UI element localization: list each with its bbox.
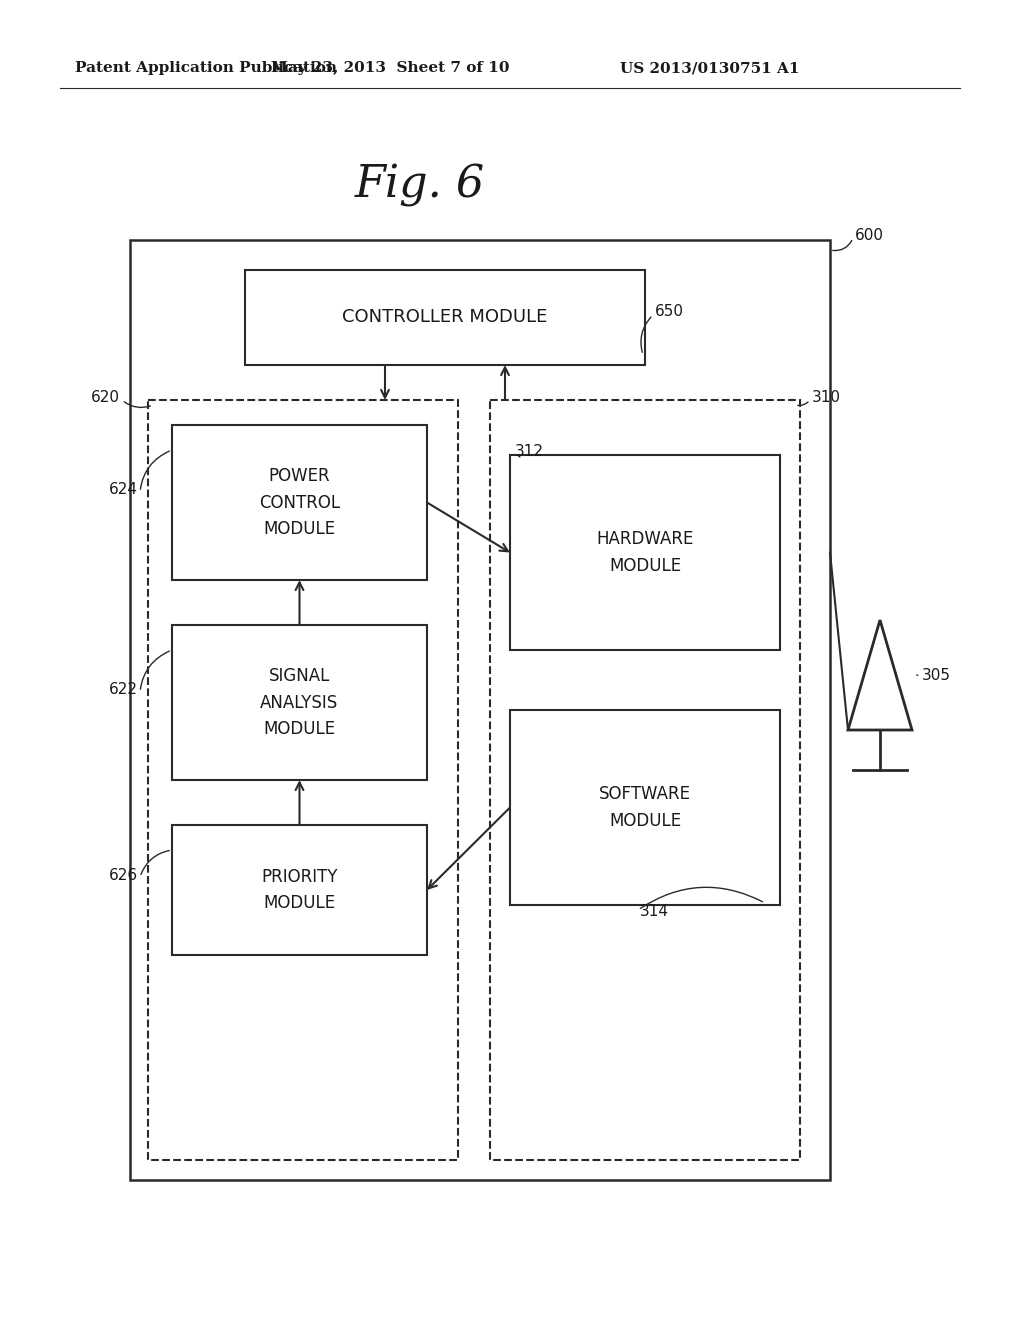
Bar bbox=[490, 400, 800, 1160]
Text: US 2013/0130751 A1: US 2013/0130751 A1 bbox=[620, 61, 800, 75]
Text: 600: 600 bbox=[855, 227, 884, 243]
Text: 650: 650 bbox=[655, 305, 684, 319]
Text: PRIORITY
MODULE: PRIORITY MODULE bbox=[261, 867, 338, 912]
Bar bbox=[172, 425, 427, 579]
Text: HARDWARE
MODULE: HARDWARE MODULE bbox=[596, 531, 693, 574]
Bar bbox=[130, 240, 830, 1180]
Text: SIGNAL
ANALYSIS
MODULE: SIGNAL ANALYSIS MODULE bbox=[260, 667, 339, 738]
Text: 622: 622 bbox=[109, 682, 138, 697]
Bar bbox=[172, 825, 427, 954]
Bar bbox=[510, 710, 780, 906]
Text: CONTROLLER MODULE: CONTROLLER MODULE bbox=[342, 309, 548, 326]
Text: SOFTWARE
MODULE: SOFTWARE MODULE bbox=[599, 785, 691, 830]
Text: POWER
CONTROL
MODULE: POWER CONTROL MODULE bbox=[259, 467, 340, 539]
Bar bbox=[510, 455, 780, 649]
Text: May 23, 2013  Sheet 7 of 10: May 23, 2013 Sheet 7 of 10 bbox=[270, 61, 509, 75]
Text: Fig. 6: Fig. 6 bbox=[355, 164, 485, 207]
Text: 314: 314 bbox=[640, 904, 669, 920]
Text: 626: 626 bbox=[109, 867, 138, 883]
Bar bbox=[148, 400, 458, 1160]
Text: 310: 310 bbox=[812, 391, 841, 405]
Text: 312: 312 bbox=[515, 445, 544, 459]
Bar bbox=[245, 271, 645, 366]
Text: 624: 624 bbox=[109, 483, 138, 498]
Text: 620: 620 bbox=[91, 391, 120, 405]
Text: Patent Application Publication: Patent Application Publication bbox=[75, 61, 337, 75]
Text: 305: 305 bbox=[922, 668, 951, 682]
Bar bbox=[172, 624, 427, 780]
